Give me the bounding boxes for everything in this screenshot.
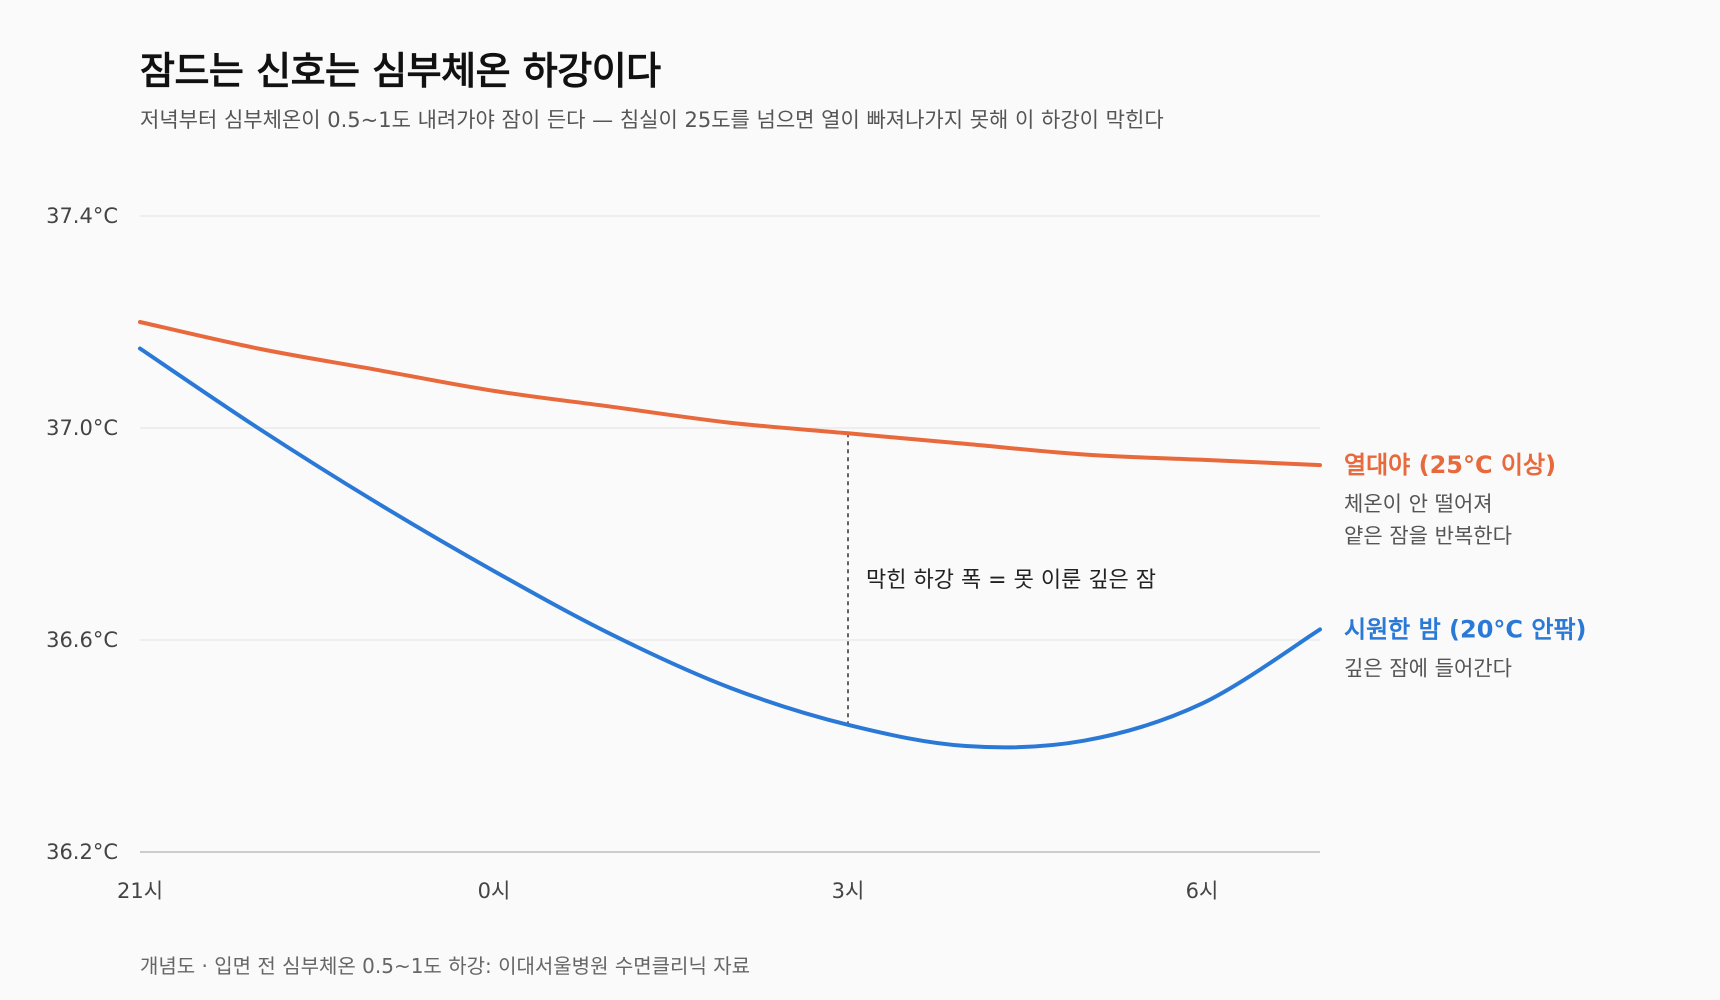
annotation-group: 막힌 하강 폭 = 못 이룬 깊은 잠 <box>847 433 1156 725</box>
series-lines <box>138 320 1322 750</box>
series-description: 체온이 안 떨어져 <box>1344 492 1493 516</box>
y-axis-ticks: 36.2°C 36.6°C 37.0°C 37.4°C <box>46 204 118 864</box>
series-description: 얕은 잠을 반복한다 <box>1344 524 1512 548</box>
chart-title: 잠드는 신호는 심부체온 하강이다 <box>140 49 661 93</box>
x-tick-label: 6시 <box>1186 879 1219 903</box>
cool-night-line <box>138 346 1322 750</box>
series-label: 시원한 밤 (20°C 안팎) <box>1344 615 1587 643</box>
chart-subtitle: 저녁부터 심부체온이 0.5~1도 내려가야 잠이 든다 — 침실이 25도를 … <box>140 108 1164 132</box>
annotation-label: 막힌 하강 폭 = 못 이룬 깊은 잠 <box>866 568 1156 593</box>
gridlines <box>140 215 1320 853</box>
x-axis-ticks: 21시 0시 3시 6시 <box>117 879 1218 903</box>
x-tick-label: 21시 <box>117 879 163 903</box>
y-tick-label: 36.2°C <box>46 840 118 864</box>
x-tick-label: 0시 <box>478 879 511 903</box>
y-tick-label: 37.4°C <box>46 204 118 228</box>
series-description: 깊은 잠에 들어간다 <box>1344 656 1512 680</box>
y-tick-label: 37.0°C <box>46 416 118 440</box>
source-footnote: 개념도 · 입면 전 심부체온 0.5~1도 하강: 이대서울병원 수면클리닉 … <box>140 954 751 978</box>
series-label: 열대야 (25°C 이상) <box>1344 451 1556 479</box>
x-tick-label: 3시 <box>832 879 865 903</box>
y-tick-label: 36.6°C <box>46 628 118 652</box>
tropical-night-line <box>138 320 1322 468</box>
